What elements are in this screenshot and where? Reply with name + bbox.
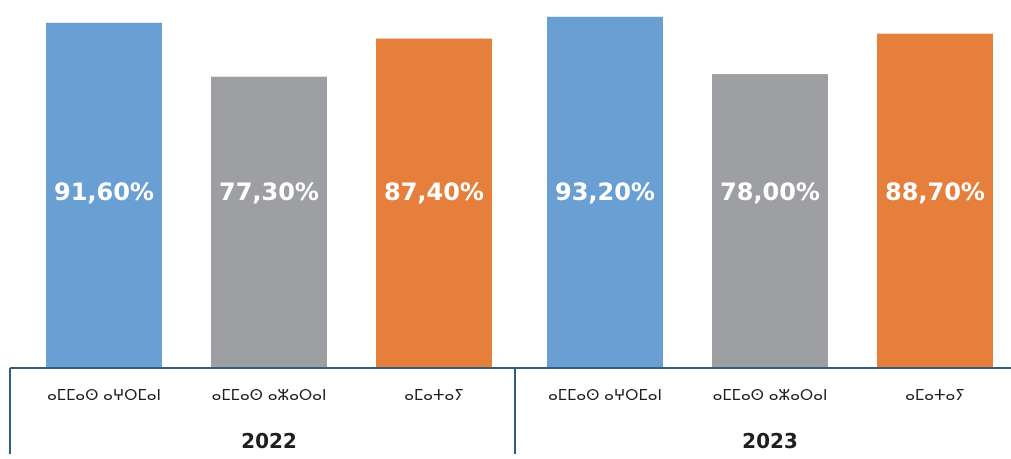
bar-value-label: 88,70% [885,178,985,206]
bar-2023-1 [547,16,663,369]
bar-value-label: 87,40% [384,178,484,206]
category-label: ⴰⵎⵎⴰⵙ ⴰⵣⴰⵔⴰⵏ [713,386,828,404]
bar-2023-2 [712,74,828,368]
bar-value-label: 78,00% [720,178,820,206]
category-label: ⴰⵎⵎⴰⵙ ⴰⵖⵔⵎⴰⵏ [47,386,161,404]
category-label: ⴰⵎⵎⴰⵙ ⴰⵣⴰⵔⴰⵏ [212,386,327,404]
bar-2023-3 [877,33,993,368]
category-label: ⴰⵎⴰⵜⴰⵢ [905,386,964,404]
category-axis [9,367,1011,454]
labels-layer: 91,60% ⴰⵎⵎⴰⵙ ⴰⵖⵔⵎⴰⵏ 77,30% ⴰⵎⵎⴰⵙ ⴰⵣⴰⵔⴰⵏ 87,4… [47,178,985,453]
category-label: ⴰⵎⴰⵜⴰⵢ [404,386,463,404]
group-label-2022: 2022 [241,429,297,453]
group-label-2023: 2023 [742,429,798,453]
bar-2022-1 [46,22,162,369]
category-label: ⴰⵎⵎⴰⵙ ⴰⵖⵔⵎⴰⵏ [548,386,662,404]
bar-value-label: 91,60% [54,178,154,206]
bar-value-label: 93,20% [555,178,655,206]
bar-2022-2 [211,76,327,368]
bar-2022-3 [376,38,492,368]
bar-value-label: 77,30% [219,178,319,206]
bars-layer [46,16,993,369]
